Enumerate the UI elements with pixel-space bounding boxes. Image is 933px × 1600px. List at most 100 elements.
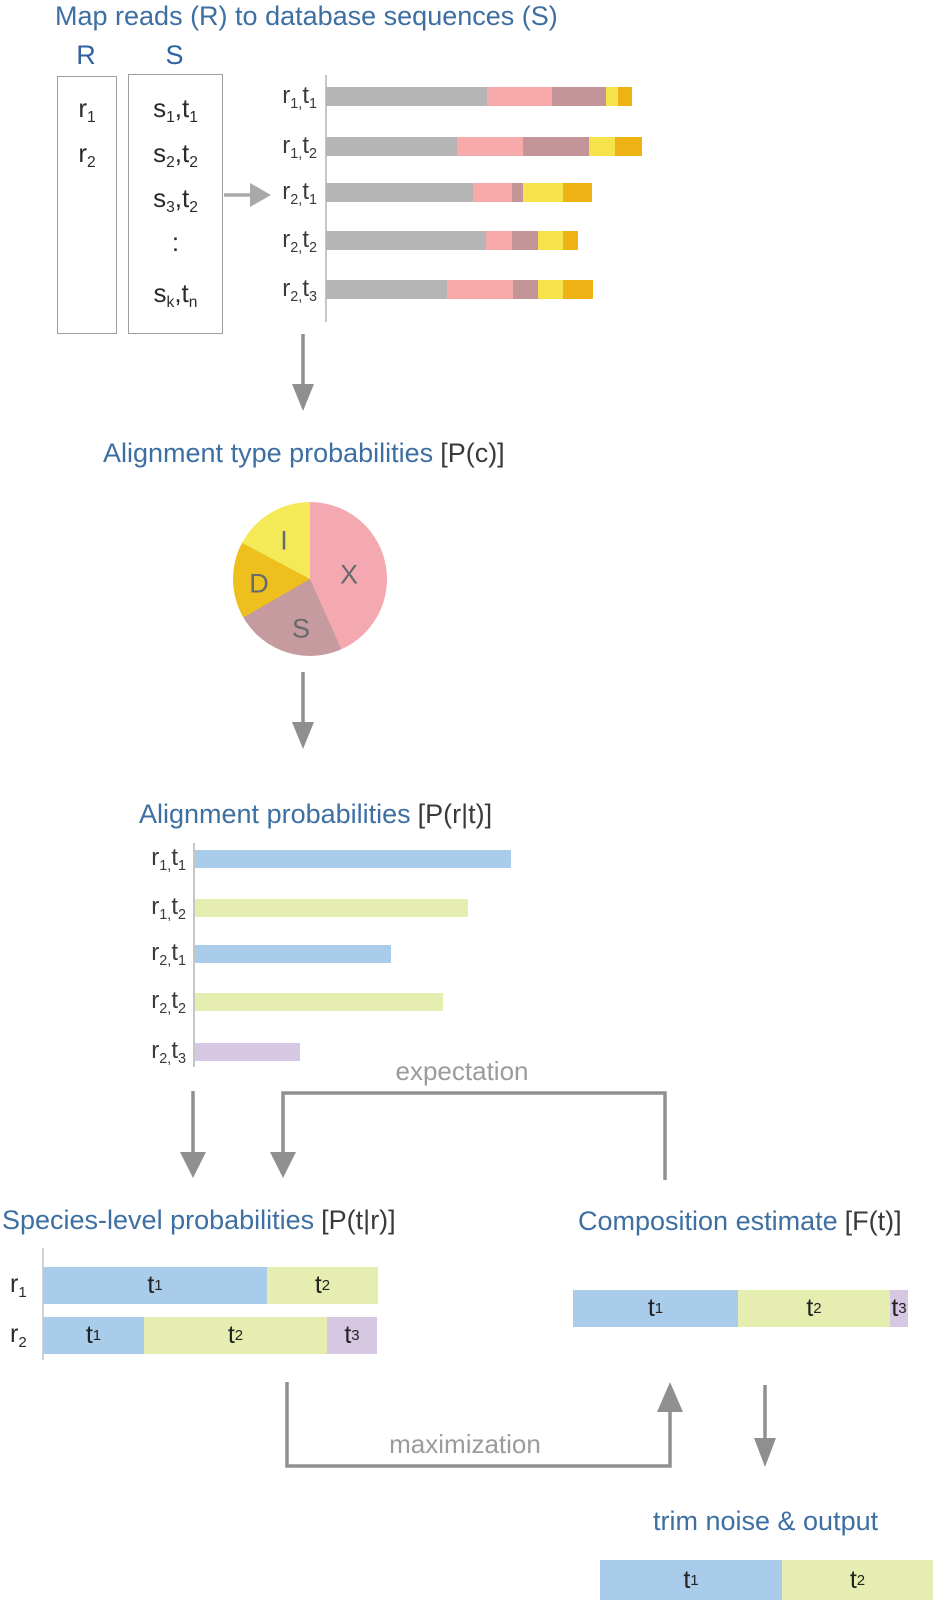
alignment-segment-orange <box>563 183 592 202</box>
alignment-type-title-text: Alignment type probabilities <box>103 438 434 468</box>
alignment-segment-light_yellow <box>523 183 563 202</box>
alignment-prob-title-math: [P(r|t)] <box>417 799 493 829</box>
alignment-bar <box>326 183 592 202</box>
alignment-segment-mauve <box>513 280 538 299</box>
alignment-row-label: r1,t1 <box>282 81 317 112</box>
sequence-item: : <box>171 227 180 257</box>
alignment-segment-light_yellow <box>589 137 615 156</box>
expectation-label: expectation <box>395 1056 529 1086</box>
alignment-segment-gray <box>326 183 473 202</box>
alignment-segment-orange <box>563 231 578 250</box>
pie-slice-label-I: I <box>280 525 288 556</box>
alignment-segment-pink <box>487 87 552 106</box>
alignment-row-label: r1,t2 <box>282 131 317 162</box>
pie-slice-label-X: X <box>339 559 359 590</box>
alignment-segment-mauve <box>523 137 589 156</box>
probability-bar <box>195 993 443 1011</box>
alignment-segment-pink <box>457 137 523 156</box>
alignment-segment-mauve <box>512 231 538 250</box>
sequence-item: s3,t2 <box>153 183 198 217</box>
reads-box: r1 r2 <box>57 76 117 334</box>
alignment-bar <box>326 87 632 106</box>
alignment-segment-orange <box>615 137 642 156</box>
probability-row-label: r2,t1 <box>151 939 186 969</box>
alignment-segment-pink <box>486 231 512 250</box>
probability-bar <box>195 899 468 917</box>
species-row-label: r2 <box>10 1320 27 1351</box>
pie-slice-label-S: S <box>291 613 311 644</box>
flow-arrow-down-icon <box>292 334 314 411</box>
alignment-row-label: r2,t1 <box>282 177 317 208</box>
probability-row-label: r1,t1 <box>151 844 186 874</box>
probability-segment-green <box>195 993 443 1011</box>
read-item: r1 <box>78 93 96 127</box>
alignment-segment-light_yellow <box>538 231 563 250</box>
species-row: r2 t 1 t 2 t 3 <box>10 1317 377 1354</box>
flow-arrow-down-icon <box>292 672 314 749</box>
alignment-row-label: r2,t2 <box>282 225 317 256</box>
alignment-row: r2,t2 <box>239 226 578 255</box>
probability-bar <box>195 945 391 963</box>
alignment-type-title-math: [P(c)] <box>440 438 505 468</box>
probability-bar <box>195 1043 300 1061</box>
sequence-item: s1,t1 <box>153 93 198 127</box>
composition-title: Composition estimate [F(t)] <box>578 1206 902 1237</box>
alignment-segment-mauve <box>552 87 606 106</box>
composition-title-math: [F(t)] <box>844 1206 902 1236</box>
probability-row: r2,t3 <box>129 1037 300 1067</box>
map-reads-title: Map reads (R) to database sequences (S) <box>55 1 558 31</box>
map-arrow-right-icon <box>224 183 271 207</box>
species-row: r1 t 1 t 2 <box>10 1267 378 1304</box>
species-level-title-math: [P(t|r)] <box>321 1205 396 1235</box>
sequences-column-header: S <box>165 40 184 70</box>
alignment-segment-orange <box>618 87 632 106</box>
probability-segment-blue <box>195 850 511 868</box>
alignment-bar <box>326 280 593 299</box>
expectation-flow-arrows <box>180 1091 667 1180</box>
alignment-prob-title: Alignment probabilities [P(r|t)] <box>139 799 492 830</box>
alignment-segment-orange <box>563 280 593 299</box>
alignment-type-title: Alignment type probabilities [P(c)] <box>103 438 505 469</box>
probability-segment-green <box>195 899 468 917</box>
species-level-title-text: Species-level probabilities <box>2 1205 315 1235</box>
alignment-row: r1,t1 <box>239 82 632 111</box>
probability-row-label: r2,t2 <box>151 987 186 1017</box>
alignment-segment-gray <box>326 137 457 156</box>
probability-row-label: r2,t3 <box>151 1037 186 1067</box>
alignment-segment-gray <box>326 231 486 250</box>
alignment-row: r2,t1 <box>239 178 592 207</box>
probability-bar <box>195 850 511 868</box>
output-arrow-down-icon <box>754 1385 776 1467</box>
species-axis <box>42 1248 44 1360</box>
probability-segment-lavender <box>195 1043 300 1061</box>
alignment-segment-light_yellow <box>538 280 563 299</box>
alignment-segment-gray <box>326 280 447 299</box>
alignment-segment-pink <box>473 183 512 202</box>
probability-row-label: r1,t2 <box>151 893 186 923</box>
trim-output-title: trim noise & output <box>653 1506 879 1536</box>
sequence-item: s2,t2 <box>153 138 198 172</box>
alignment-prob-axis <box>193 843 195 1067</box>
sequences-box: s1,t1 s2,t2 s3,t2: sk,tn <box>128 74 223 334</box>
alignment-bar <box>326 231 578 250</box>
alignment-row: r1,t2 <box>239 132 642 161</box>
read-item: r2 <box>78 138 96 172</box>
maximization-flow-arrow <box>285 1382 683 1468</box>
probability-row: r1,t2 <box>129 893 468 923</box>
alignment-type-pie-chart <box>233 502 387 656</box>
composition-title-text: Composition estimate <box>578 1206 838 1236</box>
alignment-row-label: r2,t3 <box>282 274 317 305</box>
